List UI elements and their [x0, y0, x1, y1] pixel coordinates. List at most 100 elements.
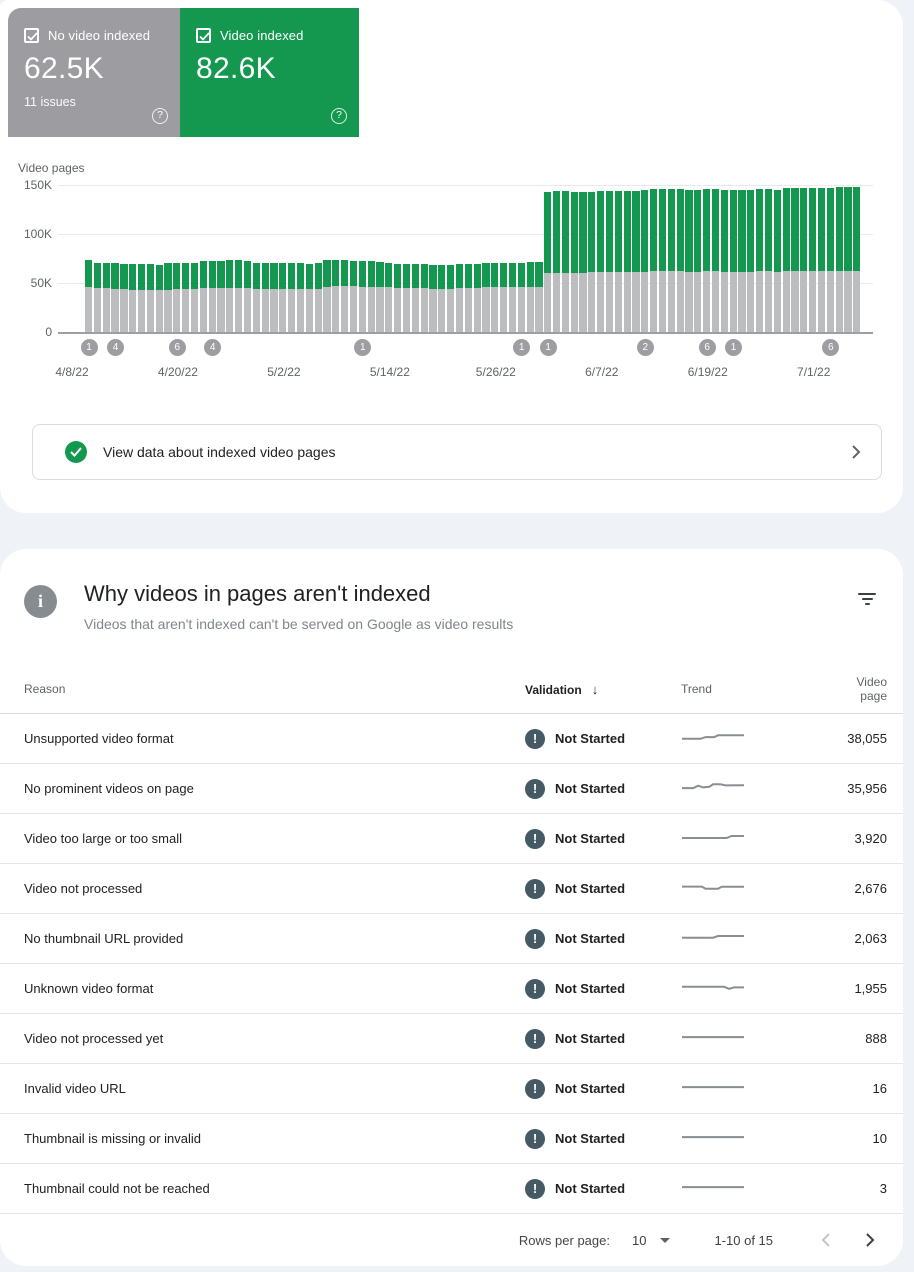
video-page-count: 2,063 [854, 931, 887, 946]
column-header-validation[interactable]: Validation ↓ [525, 681, 599, 697]
stacked-bar [85, 260, 93, 332]
trend-cell [681, 1077, 831, 1100]
event-count-badge[interactable]: 1 [539, 339, 557, 356]
validation-cell: ! Not Started [525, 978, 681, 999]
stacked-bar [217, 260, 225, 332]
help-icon[interactable]: ? [331, 108, 347, 124]
not-started-exclamation-icon: ! [525, 1078, 545, 1099]
y-axis-tick: 100K [23, 227, 52, 241]
filter-icon[interactable] [857, 591, 877, 607]
reason-label: Invalid video URL [24, 1081, 126, 1096]
validation-cell: ! Not Started [525, 1078, 681, 1099]
event-count-badge[interactable]: 1 [725, 339, 743, 356]
x-axis-tick: 4/8/22 [55, 365, 89, 379]
stacked-bar [129, 263, 137, 332]
stacked-bar [500, 262, 508, 332]
stacked-bar [809, 188, 817, 332]
stacked-bar [703, 189, 711, 332]
reason-row[interactable]: Unknown video format! Not Started 1,955 [0, 964, 903, 1014]
reason-row[interactable]: Thumbnail could not be reached! Not Start… [0, 1164, 903, 1214]
metric-chip-video-indexed[interactable]: Video indexed 82.6K ? [180, 8, 359, 137]
rows-per-page-select[interactable]: 10 [632, 1233, 671, 1248]
validation-cell: ! Not Started [525, 1028, 681, 1049]
chart-y-axis-title: Video pages [18, 161, 85, 175]
trend-cell [681, 777, 831, 800]
column-header-trend[interactable]: Trend [681, 682, 712, 696]
event-count-badge[interactable]: 4 [204, 339, 222, 356]
video-page-count: 2,676 [854, 881, 887, 896]
stacked-bar [473, 263, 481, 332]
event-count-badge[interactable]: 6 [822, 339, 840, 356]
reason-row[interactable]: Thumbnail is missing or invalid! Not Star… [0, 1114, 903, 1164]
stacked-bar [438, 264, 446, 332]
reason-row[interactable]: Video too large or too small! Not Started… [0, 814, 903, 864]
trend-cell [681, 727, 831, 750]
stacked-bar [729, 189, 737, 332]
trend-sparkline [682, 1136, 744, 1139]
metric-value: 62.5K [24, 52, 104, 85]
checkbox-no-video-indexed[interactable] [24, 28, 39, 43]
reason-row[interactable]: Video not processed yet! Not Started 888 [0, 1014, 903, 1064]
trend-cell [681, 927, 831, 950]
stacked-bar [296, 263, 305, 332]
stacked-bar [270, 262, 278, 332]
stacked-bar [482, 263, 490, 332]
column-header-reason[interactable]: Reason [24, 682, 66, 696]
checkbox-video-indexed[interactable] [196, 28, 211, 43]
table-pagination: Rows per page: 10 1-10 of 15 [0, 1214, 903, 1266]
stacked-bar [332, 259, 340, 332]
stacked-bar [394, 263, 402, 332]
gridline [58, 332, 873, 334]
stacked-bar [120, 263, 128, 332]
event-count-badge[interactable]: 1 [354, 339, 372, 356]
event-count-badge[interactable]: 1 [80, 339, 98, 356]
reason-row[interactable]: Unsupported video format! Not Started 38,0… [0, 714, 903, 764]
stacked-bar [658, 189, 667, 332]
video-page-count: 888 [865, 1031, 887, 1046]
stacked-bar [570, 191, 578, 332]
reasons-table-body: Unsupported video format! Not Started 38,0… [0, 714, 903, 1214]
info-icon: i [24, 585, 57, 618]
stacked-bar [235, 260, 243, 332]
event-count-badge[interactable]: 6 [698, 339, 716, 356]
reason-row[interactable]: No prominent videos on page! Not Started 3… [0, 764, 903, 814]
stacked-bar [182, 262, 190, 332]
view-indexed-data-row[interactable]: View data about indexed video pages [32, 424, 882, 480]
validation-status: Not Started [555, 731, 626, 746]
success-check-icon [65, 441, 87, 463]
validation-status: Not Started [555, 1031, 626, 1046]
trend-sparkline [682, 783, 745, 790]
validation-status: Not Started [555, 981, 626, 996]
trend-sparkline [682, 1186, 744, 1189]
sort-desc-icon: ↓ [591, 681, 599, 697]
reason-row[interactable]: Video not processed! Not Started 2,676 [0, 864, 903, 914]
stacked-bar [685, 189, 693, 332]
video-page-count: 38,055 [847, 731, 887, 746]
reason-row[interactable]: Invalid video URL! Not Started 16 [0, 1064, 903, 1114]
stacked-bar [526, 262, 534, 332]
x-axis-tick: 6/7/22 [585, 365, 619, 379]
event-count-badge[interactable]: 4 [106, 339, 124, 356]
stacked-bar [252, 262, 260, 332]
validation-status: Not Started [555, 1181, 626, 1196]
metric-chip-no-video-indexed[interactable]: No video indexed 62.5K 11 issues ? [8, 8, 180, 137]
stacked-bar [429, 264, 437, 332]
not-started-exclamation-icon: ! [525, 1178, 545, 1199]
trend-cell [681, 1027, 831, 1050]
gridline [58, 185, 873, 186]
trend-cell [681, 827, 831, 850]
stacked-bar [667, 189, 675, 332]
next-page-button[interactable] [857, 1227, 883, 1253]
previous-page-button[interactable] [813, 1227, 839, 1253]
stacked-bar [341, 259, 349, 332]
validation-cell: ! Not Started [525, 728, 681, 749]
stacked-bar [455, 264, 464, 332]
reason-row[interactable]: No thumbnail URL provided! Not Started 2,0… [0, 914, 903, 964]
event-count-badge[interactable]: 1 [513, 339, 531, 356]
stacked-bar [173, 262, 181, 332]
help-icon[interactable]: ? [152, 108, 168, 124]
event-count-badge[interactable]: 6 [168, 339, 186, 356]
not-started-exclamation-icon: ! [525, 1128, 545, 1149]
column-header-video-page[interactable]: Video page [856, 675, 887, 703]
event-count-badge[interactable]: 2 [636, 339, 654, 356]
